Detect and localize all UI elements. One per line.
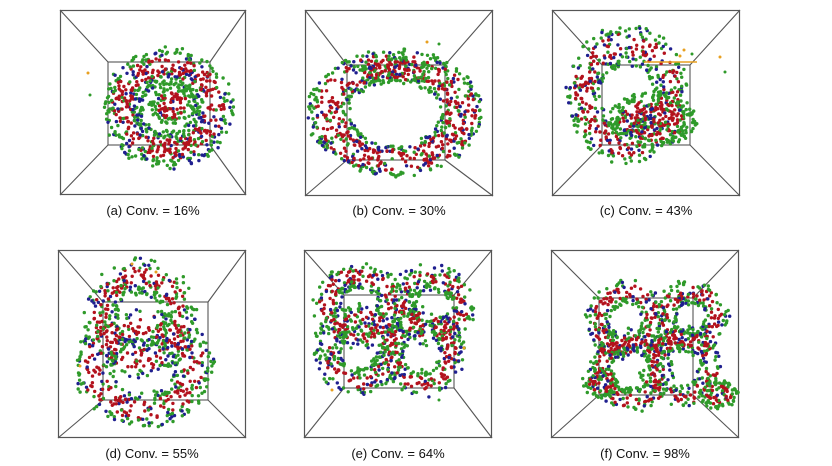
bead-cluster [564,25,699,166]
box-diagonal-edge [207,249,247,303]
bead-cluster [75,256,217,429]
panel-c-box [551,9,741,197]
panel-a [59,9,247,196]
stray-bead [462,346,466,350]
box-outer-edge [59,9,247,196]
box-diagonal-edge [304,159,348,197]
box-outer-edge [57,249,247,439]
bead-cluster [102,45,236,171]
bead-cluster [581,278,740,413]
box-diagonal-edge [59,9,109,63]
panel-a-box [59,9,247,196]
panel-e [303,249,493,439]
panel-d-box [57,249,247,439]
box-outer-edge [304,9,494,197]
stray-bead [682,48,686,52]
caption-a: (a) Conv. = 16% [106,203,200,218]
box-diagonal-edge [692,249,740,299]
stray-bead [678,54,682,58]
box-diagonal-edge [453,387,493,439]
panel-b [304,9,494,197]
caption-f: (f) Conv. = 98% [600,446,690,461]
box-diagonal-edge [209,144,247,196]
stray-bead [130,262,134,266]
box-diagonal-edge [453,249,493,296]
caption-e: (e) Conv. = 64% [351,446,445,461]
stray-bead [88,93,92,97]
box-diagonal-edge [304,9,348,66]
box-diagonal-edge [303,249,345,296]
stray-bead [690,52,694,56]
box-diagonal-edge [57,249,104,303]
panel-c [551,9,741,197]
bead-cluster [306,47,483,179]
panel-b-box [304,9,494,197]
stray-bead [723,70,727,74]
box-diagonal-edge [59,144,109,196]
box-diagonal-edge [303,387,345,439]
stray-bead [138,266,142,270]
box-outer-edge [551,9,741,197]
stray-bead [86,71,90,75]
stray-bead [204,341,208,345]
box-diagonal-edge [689,144,741,197]
stray-bead [330,388,334,392]
panel-e-box [303,249,493,439]
box-outer-edge [550,249,740,439]
stray-bead [718,55,722,59]
caption-b: (b) Conv. = 30% [352,203,446,218]
panel-f [550,249,740,439]
stray-bead [78,364,82,368]
stray-bead [437,42,441,46]
stray-bead [425,40,429,44]
box-diagonal-edge [444,9,494,66]
box-outer-edge [303,249,493,439]
box-diagonal-edge [689,9,741,66]
panel-f-box [550,249,740,439]
panel-d [57,249,247,439]
box-diagonal-edge [209,9,247,63]
box-diagonal-edge [550,249,600,299]
box-diagonal-edge [444,159,494,197]
caption-d: (d) Conv. = 55% [105,446,199,461]
box-diagonal-edge [550,394,600,439]
bead-cluster [311,262,476,399]
stray-bead [154,270,158,274]
box-diagonal-edge [551,144,603,197]
caption-c: (c) Conv. = 43% [599,203,693,218]
box-diagonal-edge [207,399,247,439]
stray-bead [437,398,441,402]
